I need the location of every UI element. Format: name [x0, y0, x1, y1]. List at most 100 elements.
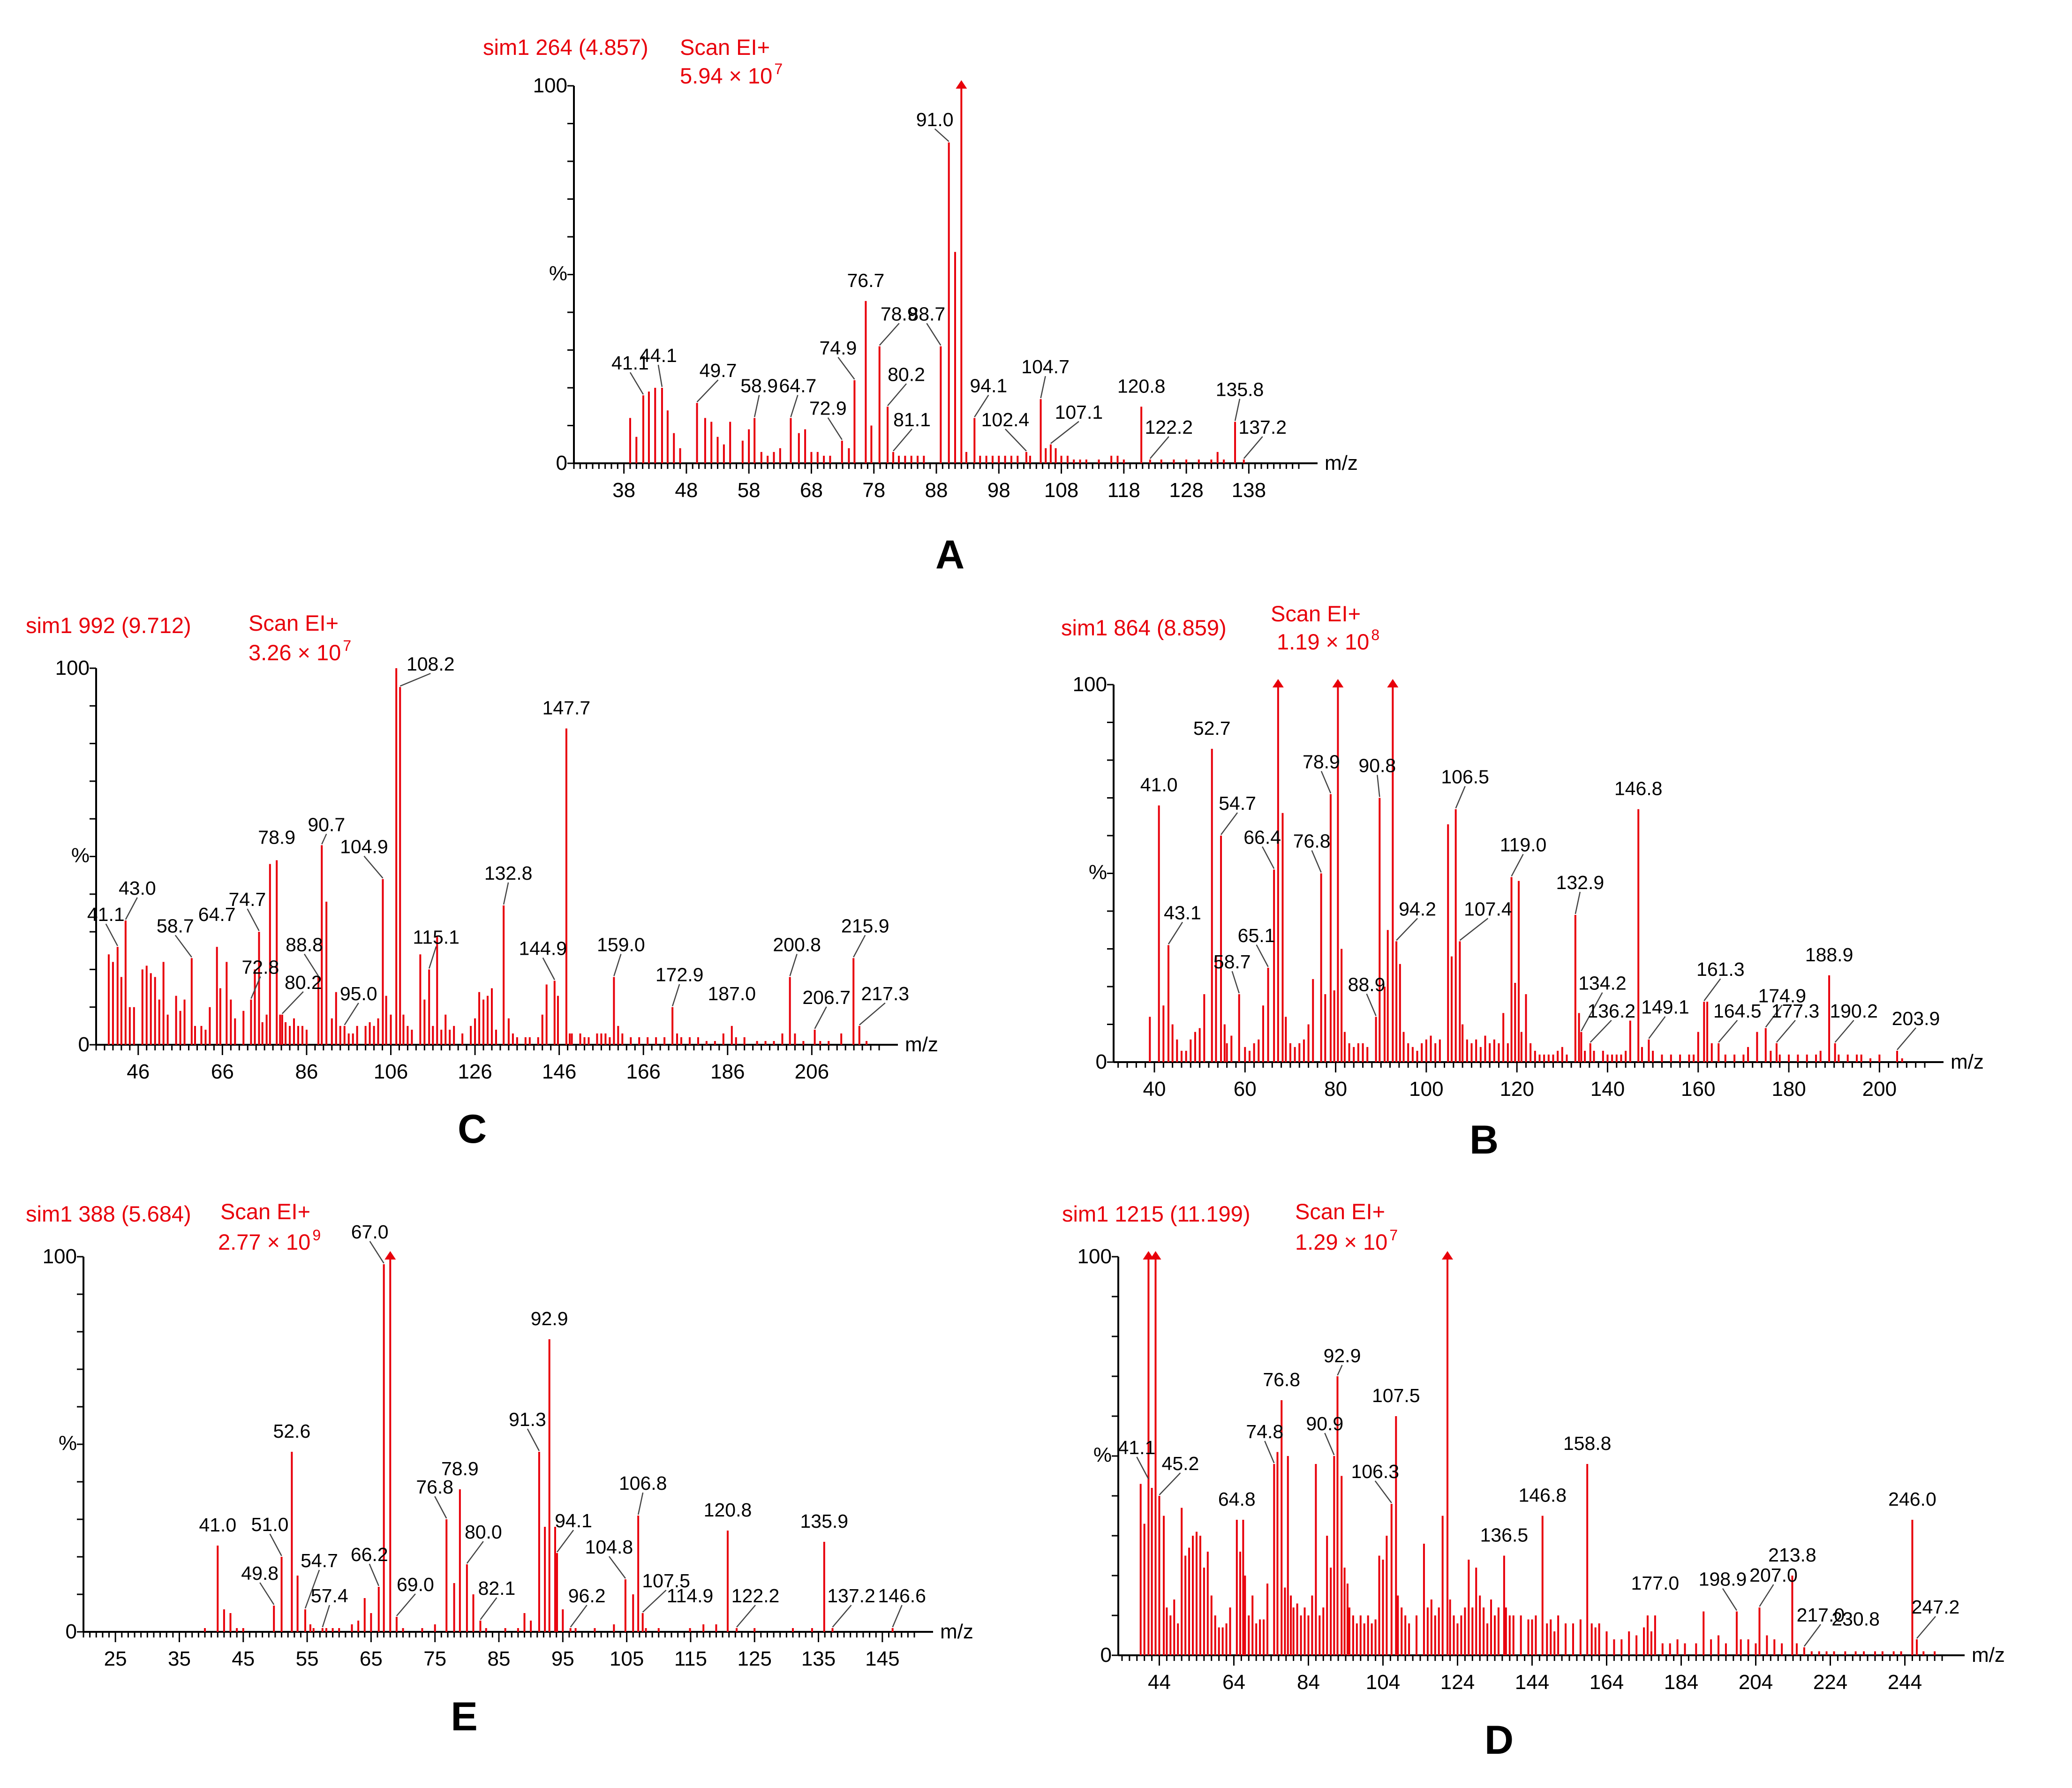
peak-label-leader — [399, 672, 431, 687]
peak-label-leader — [396, 1593, 416, 1616]
x-tick-label: 244 — [1888, 1671, 1922, 1694]
peak-label-leader — [1311, 850, 1322, 873]
peak-label-leader — [503, 882, 509, 905]
peak-label-leader — [1703, 978, 1721, 1001]
scan-mode: Scan EI+ — [220, 1199, 310, 1224]
peak-label: 54.7 — [1219, 792, 1256, 814]
peak-label-leader — [1243, 436, 1263, 459]
peak-label: 80.2 — [888, 363, 925, 385]
peak-label: 136.5 — [1480, 1524, 1529, 1546]
intensity-exponent: 7 — [1389, 1227, 1398, 1244]
peak-label-leader — [1324, 1433, 1335, 1456]
y-axis-label: % — [1089, 861, 1107, 884]
x-tick-label: 105 — [610, 1647, 644, 1670]
peak-label: 136.2 — [1587, 1000, 1635, 1022]
peak-label: 172.9 — [656, 964, 704, 986]
scan-id: sim1 864 (8.859) — [1061, 615, 1227, 640]
clipped-peak-marker-icon — [1332, 679, 1344, 687]
peak-label-leader — [1136, 1456, 1149, 1479]
peak-label: 190.2 — [1830, 1000, 1878, 1022]
peak-label-leader — [1256, 944, 1269, 967]
peak-label-leader — [542, 957, 555, 981]
peak-label: 76.8 — [416, 1476, 453, 1498]
peak-label-leader — [613, 954, 622, 976]
peak-label-leader — [827, 417, 843, 440]
peak-label: 164.5 — [1713, 1000, 1762, 1022]
peak-label-leader — [259, 1582, 275, 1605]
scan-mode: Scan EI+ — [1271, 601, 1361, 626]
peak-label-leader — [247, 908, 260, 931]
peak-label: 43.0 — [119, 877, 156, 899]
peak-label: 49.7 — [700, 360, 737, 381]
x-tick-label: 120 — [1499, 1078, 1534, 1101]
peak-label: 80.0 — [465, 1521, 502, 1543]
peak-label: 120.8 — [704, 1499, 752, 1521]
peak-label: 90.7 — [308, 814, 345, 835]
x-tick-label: 44 — [1148, 1671, 1171, 1694]
intensity-exponent: 8 — [1371, 626, 1379, 643]
peak-label-leader — [1377, 775, 1380, 797]
spectrum-panel-c: sim1 992 (9.712) Scan EI+ 3.26 × 10 7 100 0% m… — [26, 611, 938, 1152]
x-tick-label: 85 — [488, 1647, 511, 1670]
peak-label: 104.7 — [1021, 356, 1070, 377]
peak-label: 80.2 — [285, 972, 322, 993]
y-axis-label: % — [71, 844, 90, 867]
peak-label: 49.8 — [241, 1562, 279, 1584]
x-tick-label: 138 — [1232, 479, 1266, 502]
peak-label: 200.8 — [773, 934, 821, 955]
x-tick-label: 146 — [542, 1060, 576, 1083]
peak-label-leader — [570, 1605, 588, 1628]
scan-mode: Scan EI+ — [1295, 1199, 1385, 1224]
peak-label: 114.9 — [667, 1585, 714, 1607]
peak-label: 102.4 — [981, 409, 1030, 430]
peak-label: 115.1 — [413, 926, 460, 948]
x-tick-label: 95 — [551, 1647, 574, 1670]
x-axis-label: m/z — [1325, 452, 1358, 475]
y-tick-100: 100 — [43, 1245, 77, 1268]
x-tick-label: 45 — [232, 1647, 255, 1670]
intensity-exponent: 7 — [343, 637, 351, 654]
peak-label: 146.6 — [878, 1585, 926, 1607]
peak-label-leader — [696, 379, 719, 403]
peak-label-leader — [1897, 1027, 1916, 1050]
scan-id: sim1 992 (9.712) — [26, 613, 191, 638]
peak-label: 78.9 — [258, 827, 295, 848]
x-tick-label: 66 — [211, 1060, 234, 1083]
x-tick-label: 144 — [1515, 1671, 1549, 1694]
peak-label: 58.9 — [740, 375, 778, 396]
peak-label-leader — [1776, 1019, 1796, 1043]
peak-label: 215.9 — [841, 915, 889, 936]
peak-label-leader — [527, 1428, 540, 1451]
peak-label: 52.7 — [1193, 717, 1231, 739]
peak-label: 177.3 — [1771, 1000, 1820, 1022]
peak-label-leader — [934, 128, 949, 142]
clipped-peak-marker-icon — [1272, 679, 1284, 687]
peak-label: 65.1 — [1238, 925, 1275, 946]
peak-label-leader — [1149, 436, 1169, 459]
peak-label: 41.0 — [199, 1514, 236, 1536]
peak-label: 94.2 — [1399, 898, 1436, 920]
peak-label-leader — [1648, 1016, 1666, 1039]
peak-label-leader — [1234, 399, 1241, 421]
peak-label-leader — [363, 855, 384, 879]
peak-label-leader — [321, 833, 327, 845]
base-peak-intensity: 1.29 × 10 — [1295, 1230, 1387, 1254]
peak-label: 106.8 — [619, 1472, 667, 1494]
spectrum-panel-d: sim1 1215 (11.199) Scan EI+ 1.29 × 10 7 100 0… — [1062, 1199, 2005, 1763]
peak-label-leader — [1337, 1365, 1343, 1376]
peak-label: 94.1 — [555, 1510, 592, 1531]
x-tick-label: 206 — [795, 1060, 829, 1083]
peak-label: 107.4 — [1464, 898, 1512, 920]
x-tick-label: 118 — [1108, 479, 1140, 502]
panel-letter: D — [1484, 1718, 1514, 1763]
peak-label: 91.3 — [509, 1409, 546, 1430]
peak-label: 247.2 — [1912, 1596, 1960, 1618]
spectrum-panel-a: sim1 264 (4.857) Scan EI+ 5.94 × 10 7 100 0% m… — [483, 35, 1358, 577]
peak-label: 108.2 — [407, 653, 455, 675]
peak-label: 54.7 — [301, 1550, 338, 1571]
peak-label: 217.3 — [861, 983, 909, 1004]
x-tick-label: 164 — [1590, 1671, 1624, 1694]
peak-label: 69.0 — [397, 1574, 434, 1595]
peak-label-leader — [879, 323, 900, 346]
peak-label: 88.7 — [908, 303, 945, 324]
